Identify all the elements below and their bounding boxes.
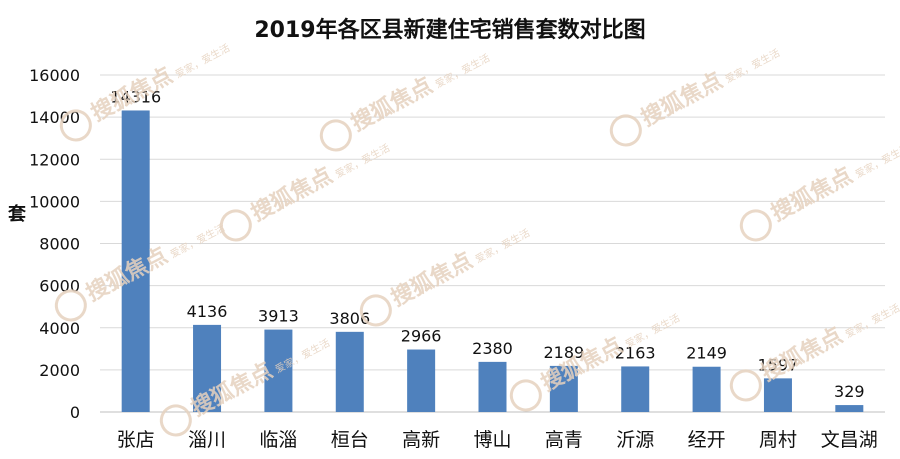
bar: [335, 331, 364, 412]
x-tick-label: 淄川: [188, 429, 226, 451]
bar: [621, 366, 650, 412]
y-tick-label: 10000: [29, 192, 80, 211]
x-tick-label: 张店: [117, 429, 155, 451]
y-tick-label: 8000: [39, 235, 80, 254]
y-axis-label: 套: [8, 204, 26, 225]
x-tick-label: 文昌湖: [821, 429, 878, 451]
bar: [121, 110, 150, 413]
y-tick-label: 14000: [29, 108, 80, 127]
data-label: 2966: [401, 327, 442, 346]
x-tick-label: 经开: [688, 429, 726, 451]
x-tick-label: 高青: [545, 429, 583, 451]
x-tick-label: 沂源: [616, 429, 654, 451]
data-label: 3806: [329, 309, 370, 328]
x-tick-label: 临淄: [259, 429, 297, 451]
x-tick-label: 高新: [402, 429, 440, 451]
bar: [692, 366, 721, 412]
bar: [763, 378, 792, 412]
bar: [835, 405, 864, 412]
data-label: 2189: [544, 343, 585, 362]
x-tick-label: 桓台: [331, 429, 369, 451]
bar: [549, 365, 578, 412]
chart-title: 2019年各区县新建住宅销售套数对比图: [254, 18, 646, 43]
bar: [478, 361, 507, 412]
y-tick-label: 6000: [39, 277, 80, 296]
data-label: 4136: [187, 302, 228, 321]
data-label: 1597: [758, 355, 799, 374]
data-label: 2149: [686, 344, 727, 363]
data-label: 14316: [110, 87, 161, 106]
data-label: 2380: [472, 339, 513, 358]
data-label: 329: [834, 382, 865, 401]
x-tick-label: 博山: [473, 429, 511, 451]
y-tick-label: 0: [70, 403, 80, 422]
data-label: 3913: [258, 307, 299, 326]
y-tick-label: 2000: [39, 361, 80, 380]
x-tick-label: 周村: [759, 429, 797, 451]
bar: [407, 349, 436, 412]
y-tick-label: 16000: [29, 66, 80, 85]
bar: [264, 329, 293, 412]
y-tick-label: 4000: [39, 319, 80, 338]
bar: [193, 324, 222, 412]
data-label: 2163: [615, 343, 656, 362]
y-tick-label: 12000: [29, 150, 80, 169]
